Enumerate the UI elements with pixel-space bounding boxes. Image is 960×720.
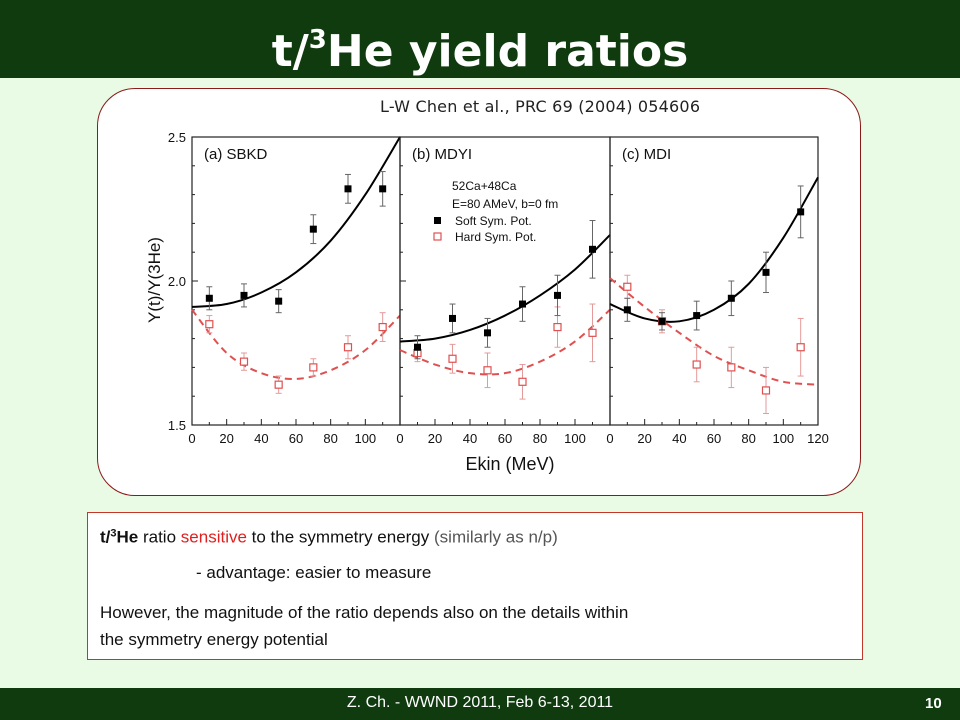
soft-point: [379, 185, 387, 193]
soft-point: [519, 300, 526, 308]
x-tick-label: 100: [354, 431, 376, 446]
x-tick-label: 80: [323, 431, 337, 446]
x-tick-label: 60: [498, 431, 512, 446]
soft-point: [240, 291, 248, 299]
text-line-1: t/3He ratio sensitive to the symmetry en…: [100, 527, 558, 547]
footer-bar: [0, 688, 960, 720]
x-tick-label: 0: [606, 431, 613, 446]
text-box: t/3He ratio sensitive to the symmetry en…: [87, 512, 863, 660]
x-tick-label: 80: [741, 431, 755, 446]
footer-text: Z. Ch. - WWND 2011, Feb 6-13, 2011: [346, 694, 614, 711]
title-bar: [0, 0, 960, 78]
soft-point: [275, 297, 283, 305]
soft-point: [554, 291, 561, 299]
soft-point: [484, 329, 491, 337]
panel-label: (a) SBKD: [204, 146, 268, 163]
y-tick-label: 2.0: [168, 274, 186, 289]
soft-curve: [399, 234, 611, 343]
soft-curve: [609, 176, 819, 323]
soft-point: [589, 245, 596, 253]
soft-curve: [191, 136, 401, 308]
legend-reaction: 52Ca+48Ca: [452, 179, 517, 193]
panel-label: (c) MDI: [622, 146, 671, 163]
hard-point: [205, 320, 214, 329]
hard-point: [692, 360, 701, 369]
y-tick-label: 1.5: [168, 418, 186, 433]
soft-point: [797, 208, 805, 216]
x-tick-label: 60: [289, 431, 303, 446]
soft-point: [623, 306, 631, 314]
soft-point: [414, 343, 421, 351]
legend-energy: E=80 AMeV, b=0 fm: [452, 197, 558, 211]
x-tick-label: 0: [396, 431, 403, 446]
hard-point: [588, 328, 597, 337]
soft-point: [658, 317, 666, 325]
hard-curve: [399, 309, 611, 376]
legend-soft-label: Soft Sym. Pot.: [455, 214, 532, 228]
panel-frame-1: [191, 136, 401, 426]
soft-point: [762, 268, 770, 276]
text-line-4: the symmetry energy potential: [100, 630, 328, 649]
x-tick-label: 100: [564, 431, 586, 446]
soft-point: [727, 294, 735, 302]
hard-point: [553, 322, 562, 332]
text-line-3: However, the magnitude of the ratio depe…: [100, 603, 629, 622]
page-number: 10: [925, 695, 942, 712]
x-tick-label: 20: [637, 431, 651, 446]
x-tick-label: 0: [188, 431, 195, 446]
soft-point: [693, 312, 701, 320]
x-tick-label: 40: [672, 431, 686, 446]
hard-point: [343, 343, 353, 352]
citation: L-W Chen et al., PRC 69 (2004) 054606: [380, 97, 701, 116]
hard-point: [518, 377, 527, 386]
x-tick-label: 100: [772, 431, 794, 446]
text-line-2: - advantage: easier to measure: [196, 563, 432, 582]
x-tick-label: 40: [463, 431, 477, 446]
hard-point: [761, 386, 771, 395]
panel-label: (b) MDYI: [412, 146, 472, 163]
hard-point: [274, 380, 283, 389]
y-axis-label: Y(t)/Y(3He): [145, 237, 164, 323]
hard-point: [378, 322, 387, 332]
hard-point: [796, 343, 805, 352]
x-tick-label: 80: [533, 431, 547, 446]
soft-point: [344, 185, 352, 193]
y-tick-label: 2.5: [168, 130, 186, 145]
hard-curve: [609, 277, 819, 386]
legend-hard-label: Hard Sym. Pot.: [455, 230, 536, 244]
x-tick-label: 60: [707, 431, 721, 446]
hard-point: [448, 354, 457, 363]
x-tick-label: 20: [219, 431, 233, 446]
x-tick-label: 20: [428, 431, 442, 446]
hard-point: [483, 366, 492, 375]
figure-frame: [97, 88, 861, 496]
x-tick-label: 120: [807, 431, 829, 446]
hard-curve: [191, 309, 401, 380]
x-tick-label: 40: [254, 431, 268, 446]
legend-soft-marker: [434, 217, 441, 224]
hard-point: [309, 363, 318, 372]
hard-point: [623, 282, 632, 291]
soft-point: [309, 225, 317, 233]
hard-point: [727, 363, 736, 372]
soft-point: [449, 314, 456, 322]
legend-hard-marker: [433, 232, 442, 241]
soft-point: [205, 294, 213, 302]
x-axis-label: Ekin (MeV): [465, 454, 554, 474]
hard-point: [239, 357, 249, 366]
slide-title: t/3He yield ratios: [271, 25, 689, 77]
